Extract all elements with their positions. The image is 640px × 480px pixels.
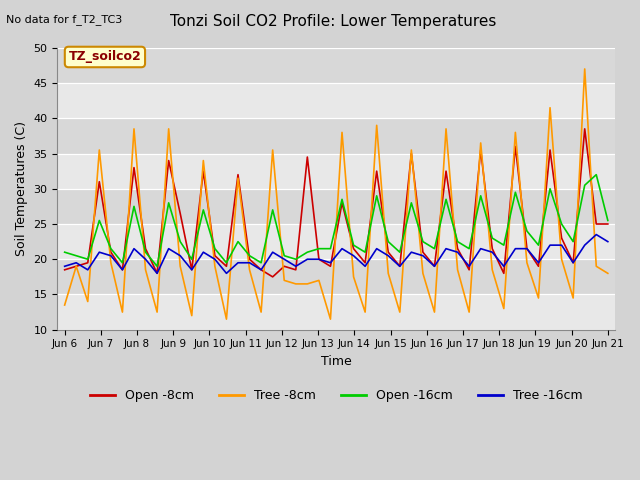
Text: No data for f_T2_TC3: No data for f_T2_TC3 [6, 14, 123, 25]
Bar [58, 83, 615, 118]
Text: TZ_soilco2: TZ_soilco2 [68, 50, 141, 63]
Bar [58, 118, 615, 154]
Bar [58, 154, 615, 189]
Bar [58, 224, 615, 259]
Bar [58, 48, 615, 83]
X-axis label: Time: Time [321, 355, 351, 368]
Y-axis label: Soil Temperatures (C): Soil Temperatures (C) [15, 121, 28, 256]
Text: Tonzi Soil CO2 Profile: Lower Temperatures: Tonzi Soil CO2 Profile: Lower Temperatur… [170, 14, 496, 29]
Bar [58, 294, 615, 330]
Bar [58, 259, 615, 294]
Bar [58, 189, 615, 224]
Legend: Open -8cm, Tree -8cm, Open -16cm, Tree -16cm: Open -8cm, Tree -8cm, Open -16cm, Tree -… [85, 384, 588, 407]
